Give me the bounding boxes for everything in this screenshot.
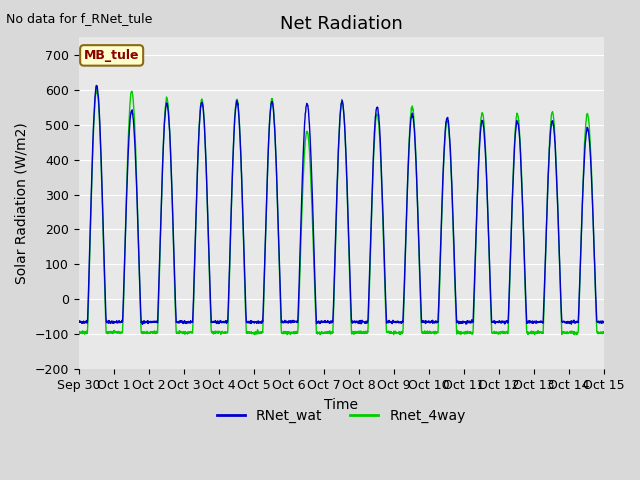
Title: Net Radiation: Net Radiation	[280, 15, 403, 33]
Text: No data for f_RNet_tule: No data for f_RNet_tule	[6, 12, 153, 25]
X-axis label: Time: Time	[324, 397, 358, 411]
Text: MB_tule: MB_tule	[84, 49, 140, 62]
Y-axis label: Solar Radiation (W/m2): Solar Radiation (W/m2)	[15, 122, 29, 284]
Legend: RNet_wat, Rnet_4way: RNet_wat, Rnet_4way	[212, 403, 471, 429]
